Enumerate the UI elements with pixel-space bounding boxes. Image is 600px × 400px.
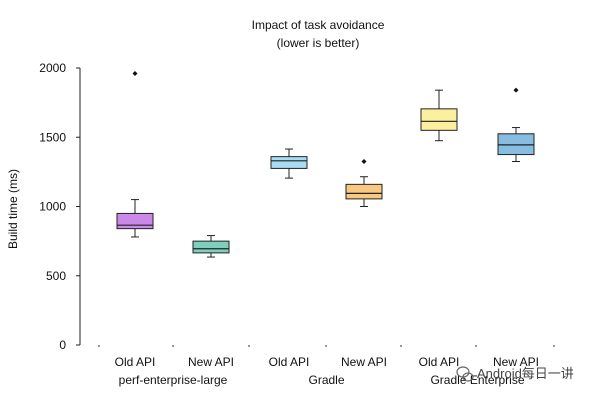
category-label: New API <box>493 355 539 369</box>
wechat-logo-icon <box>456 366 474 382</box>
y-axis-ticks: 0 500 1000 1500 2000 <box>39 61 80 352</box>
group-label: perf-enterprise-large <box>119 373 228 387</box>
group-labels: perf-enterprise-large Gradle Gradle Enterp… <box>119 373 525 387</box>
outlier-point <box>132 71 138 77</box>
group-label: Gradle <box>308 373 344 387</box>
y-tick-label: 1000 <box>39 200 66 214</box>
category-label: New API <box>188 355 234 369</box>
chart-title-line-2: (lower is better) <box>277 36 360 50</box>
box-plot-item <box>270 148 308 179</box>
watermark: Android每日一讲 <box>456 366 574 382</box>
box-iqr <box>345 183 383 200</box>
outlier-point <box>361 158 367 164</box>
x-axis-ticks <box>98 345 555 347</box>
category-label: Old API <box>419 355 460 369</box>
group-label: Gradle Enterprise <box>430 373 524 387</box>
box-plot-item <box>345 158 383 207</box>
box-iqr <box>420 108 458 131</box>
box-iqr <box>497 133 535 156</box>
watermark-text: Android每日一讲 <box>477 366 574 381</box>
category-labels: Old API New API Old API New API Old API New A… <box>115 355 539 369</box>
y-tick-label: 0 <box>59 338 66 352</box>
y-tick-label: 2000 <box>39 61 66 75</box>
box-iqr <box>116 212 154 230</box>
box-iqr <box>192 240 230 254</box>
category-label: Old API <box>115 355 156 369</box>
category-label: Old API <box>269 355 310 369</box>
y-tick-label: 500 <box>46 269 66 283</box>
outlier-point <box>513 87 519 93</box>
chart-title-line-1: Impact of task avoidance <box>252 18 385 32</box>
box-plot-item <box>420 89 458 142</box>
box-plot-item <box>192 235 230 258</box>
box-iqr <box>270 156 308 169</box>
box-plot-item <box>116 71 154 238</box>
category-label: New API <box>341 355 387 369</box>
box-plot-item <box>497 87 535 162</box>
y-axis-label: Build time (ms) <box>6 169 20 249</box>
y-tick-label: 1500 <box>39 130 66 144</box>
box-series <box>116 71 535 258</box>
